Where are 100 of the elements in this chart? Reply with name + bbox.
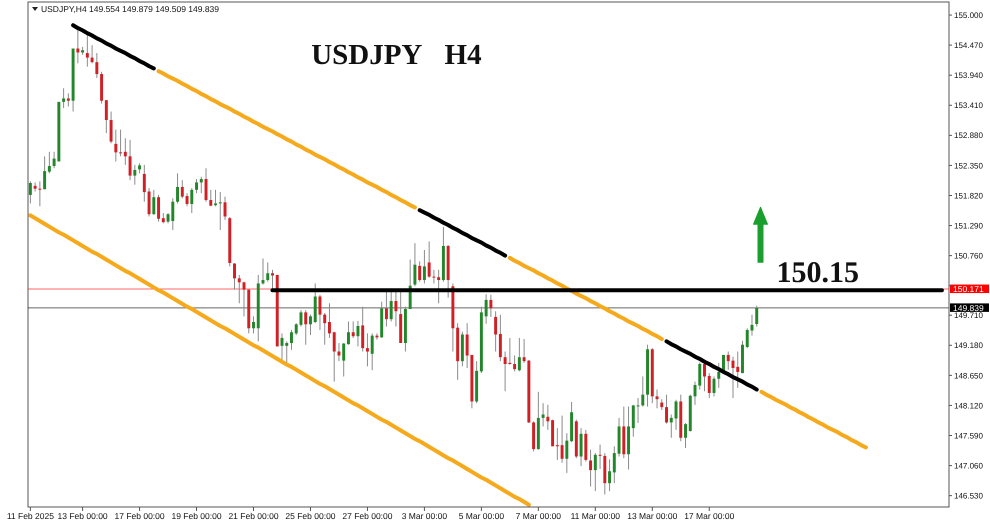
line-series <box>71 23 156 70</box>
candlestick <box>104 100 108 134</box>
ref-line-label: 149.839 <box>953 302 984 313</box>
y-tick-label: 154.470 <box>954 41 984 50</box>
candlestick <box>133 164 136 186</box>
candlestick <box>280 332 284 361</box>
candlestick <box>513 355 516 372</box>
candlestick <box>641 376 644 408</box>
y-tick-label: 147.590 <box>954 431 984 440</box>
x-tick-label: 11 Mar 00:00 <box>570 511 620 522</box>
candlestick <box>694 381 696 406</box>
annotation: 150.15 <box>776 256 859 290</box>
y-tick-label: 153.940 <box>954 71 984 80</box>
candlestick <box>384 290 388 328</box>
ref-line-label: 150.171 <box>953 284 984 294</box>
candlestick <box>346 320 350 346</box>
candlestick <box>508 337 512 366</box>
y-tick-label: 147.060 <box>954 461 984 470</box>
candlestick <box>195 178 198 194</box>
candlestick <box>422 249 426 284</box>
candlestick <box>750 314 754 336</box>
candlestick <box>598 444 602 470</box>
candlestick <box>190 188 194 214</box>
candlestick <box>504 351 507 392</box>
candlestick <box>356 320 360 347</box>
line-series <box>418 208 508 258</box>
candlestick <box>62 88 66 109</box>
line-series <box>28 213 531 507</box>
y-tick-label: 151.820 <box>954 191 984 200</box>
candlestick <box>498 314 502 362</box>
candlestick <box>252 316 255 334</box>
candlestick <box>52 151 56 169</box>
candlestick <box>390 290 393 322</box>
candlestick <box>522 338 526 364</box>
candlestick <box>110 111 113 144</box>
candlestick <box>262 258 264 286</box>
x-tick-label: 7 Mar 00:00 <box>516 511 562 522</box>
candlestick <box>138 162 142 174</box>
candlestick <box>370 332 374 371</box>
candlestick <box>124 138 127 166</box>
candlestick <box>166 212 170 224</box>
x-tick-label: 17 Feb 00:00 <box>114 511 165 522</box>
y-tick-label: 151.290 <box>954 221 984 230</box>
x-tick-label: 13 Feb 00:00 <box>58 511 108 522</box>
candlestick <box>674 399 678 430</box>
x-tick-label: 17 Mar 00:00 <box>684 511 735 522</box>
y-tick-label: 150.760 <box>954 252 984 261</box>
y-tick-label: 153.410 <box>954 101 984 110</box>
candlestick <box>300 310 302 328</box>
candlestick <box>589 449 592 488</box>
candlestick <box>665 394 668 424</box>
text: USDJPY H4 <box>311 39 482 71</box>
candlestick <box>200 176 203 194</box>
candlestick <box>542 402 545 427</box>
candlestick <box>34 182 37 192</box>
x-tick-label: 19 Feb 00:00 <box>171 511 222 522</box>
candlestick <box>152 189 156 216</box>
candlestick <box>119 129 122 157</box>
y-tick-label: 152.350 <box>954 161 984 170</box>
candlestick <box>394 290 398 328</box>
candlestick <box>580 428 583 467</box>
y-tick-label: 146.530 <box>954 492 984 501</box>
line-series <box>664 339 759 392</box>
candlestick <box>466 322 469 368</box>
candlestick <box>337 342 340 362</box>
candlestick <box>43 156 46 190</box>
candlestick <box>684 422 687 448</box>
candlestick <box>38 180 42 207</box>
candlestick <box>290 329 293 350</box>
candlestick <box>171 198 174 231</box>
y-tick-label: 149.180 <box>954 341 984 350</box>
candlestick <box>285 340 288 364</box>
x-tick-label: 5 Mar 00:00 <box>458 511 504 522</box>
candlestick <box>90 44 94 64</box>
candlestick <box>594 452 597 492</box>
candlestick <box>656 389 659 409</box>
y-tick-label: 148.120 <box>954 401 984 410</box>
candlestick <box>413 242 416 287</box>
candlestick <box>95 52 98 79</box>
y-tick-label: 149.710 <box>954 311 984 320</box>
candlestick <box>366 332 369 367</box>
candlestick <box>224 196 226 220</box>
candlestick <box>48 151 51 174</box>
candlestick <box>712 376 716 397</box>
candlestick <box>271 269 274 290</box>
candlestick <box>489 294 492 318</box>
candlestick <box>76 29 80 64</box>
x-tick-label: 3 Mar 00:00 <box>402 511 448 522</box>
candlestick <box>418 260 422 282</box>
candlestick <box>128 139 132 181</box>
candlestick <box>518 337 521 372</box>
candlestick <box>494 310 498 352</box>
candlestick <box>86 34 89 68</box>
candlestick <box>28 180 32 204</box>
candlestick <box>660 398 664 410</box>
candlestick <box>176 172 180 204</box>
candlestick <box>428 240 431 278</box>
candlestick <box>318 294 322 330</box>
x-tick-label: 21 Feb 00:00 <box>228 511 279 522</box>
x-tick-label: 13 Mar 00:00 <box>627 511 678 522</box>
